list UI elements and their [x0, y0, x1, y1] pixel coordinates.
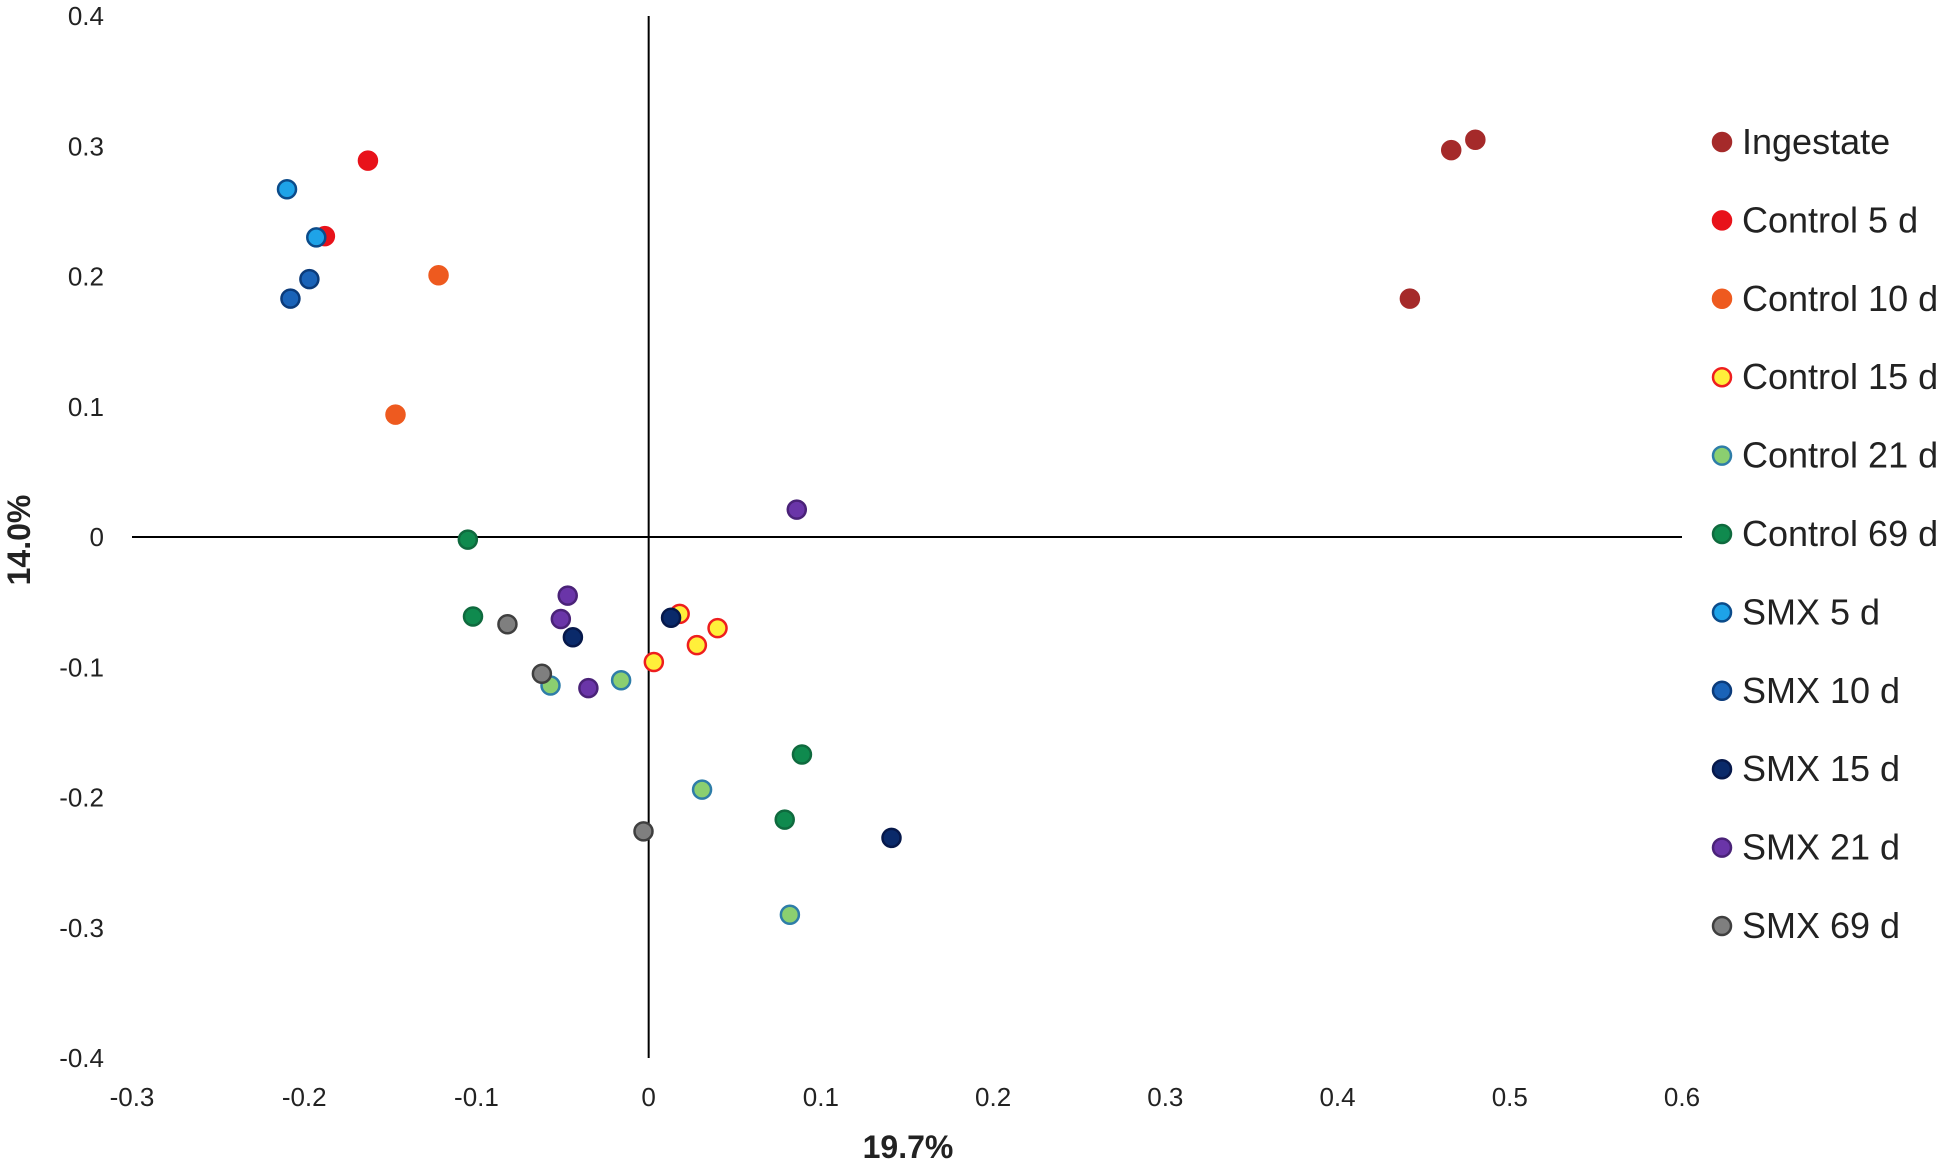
legend-label: SMX 15 d	[1742, 748, 1900, 789]
legend-marker	[1711, 523, 1733, 545]
data-point	[779, 904, 801, 925]
data-point	[643, 651, 665, 673]
legend-label: Control 10 d	[1742, 278, 1938, 319]
legend-label: Control 21 d	[1742, 435, 1938, 476]
legend-marker	[1711, 131, 1733, 153]
legend-marker	[1711, 837, 1733, 858]
legend-marker	[1711, 680, 1733, 702]
y-tick-label: 0.3	[68, 131, 104, 161]
y-axis-label: 14.0%	[1, 495, 37, 586]
data-point	[881, 827, 902, 849]
data-point	[562, 627, 584, 648]
data-point	[280, 288, 301, 309]
legend-marker	[1711, 210, 1733, 231]
legend: Ingestate Control 5 d Control 10 d Control …	[1711, 121, 1938, 946]
data-point	[531, 663, 553, 685]
data-point	[276, 178, 298, 200]
data-point	[1440, 139, 1462, 161]
data-point	[428, 264, 449, 286]
legend-label: SMX 10 d	[1742, 670, 1900, 711]
x-tick-label: 0.4	[1319, 1082, 1355, 1112]
x-tick-label: 0.6	[1664, 1082, 1700, 1112]
legend-marker	[1711, 445, 1733, 466]
x-tick-label: 0	[641, 1082, 655, 1112]
data-point	[691, 779, 713, 800]
legend-label: SMX 5 d	[1742, 591, 1880, 632]
y-tick-label: -0.1	[59, 652, 104, 682]
x-tick-labels: -0.3 -0.2 -0.1 0 0.1 0.2 0.3 0.4 0.5 0.6	[110, 1082, 1700, 1112]
y-tick-labels: 0.4 0.3 0.2 0.1 0 -0.1 -0.2 -0.3 -0.4	[59, 1, 104, 1073]
data-point	[385, 404, 406, 425]
data-point	[497, 614, 518, 635]
y-tick-label: -0.2	[59, 783, 104, 813]
legend-label: SMX 21 d	[1742, 827, 1900, 868]
axes	[132, 16, 1682, 1058]
data-point	[707, 617, 728, 639]
legend-marker	[1711, 366, 1733, 388]
y-tick-label: 0.2	[68, 262, 104, 292]
data-point	[774, 809, 795, 830]
legend-marker	[1711, 602, 1733, 623]
x-tick-label: -0.3	[110, 1082, 155, 1112]
legend-label: Ingestate	[1742, 121, 1890, 162]
data-point	[610, 670, 632, 691]
data-point	[578, 677, 599, 699]
y-tick-label: -0.4	[59, 1043, 104, 1073]
data-point	[1399, 288, 1421, 309]
legend-marker	[1711, 915, 1733, 937]
y-tick-label: 0.4	[68, 1, 104, 31]
legend-marker	[1711, 758, 1733, 780]
x-tick-label: 0.2	[975, 1082, 1011, 1112]
legend-label: SMX 69 d	[1742, 905, 1900, 946]
data-point	[306, 227, 327, 248]
y-tick-label: 0.1	[68, 392, 104, 422]
y-tick-label: 0	[90, 522, 104, 552]
data-point	[357, 150, 379, 171]
data-point	[686, 634, 708, 656]
x-tick-label: -0.1	[454, 1082, 499, 1112]
x-tick-label: 0.5	[1492, 1082, 1528, 1112]
legend-marker	[1711, 288, 1733, 310]
data-point	[633, 821, 654, 842]
legend-label: Control 5 d	[1742, 199, 1918, 240]
data-point	[457, 529, 479, 550]
x-tick-label: 0.3	[1147, 1082, 1183, 1112]
data-point	[786, 499, 808, 520]
legend-label: Control 69 d	[1742, 513, 1938, 554]
data-point	[791, 744, 813, 765]
data-point	[462, 606, 484, 627]
x-tick-label: 0.1	[803, 1082, 839, 1112]
data-point	[660, 607, 682, 629]
data-point	[557, 585, 578, 606]
data-points	[276, 129, 1486, 925]
data-point	[550, 608, 572, 630]
y-tick-label: -0.3	[59, 913, 104, 943]
legend-label: Control 15 d	[1742, 356, 1938, 397]
x-axis-label: 19.7%	[863, 1129, 954, 1162]
data-point	[1465, 129, 1486, 150]
x-tick-label: -0.2	[282, 1082, 327, 1112]
data-point	[299, 268, 320, 290]
